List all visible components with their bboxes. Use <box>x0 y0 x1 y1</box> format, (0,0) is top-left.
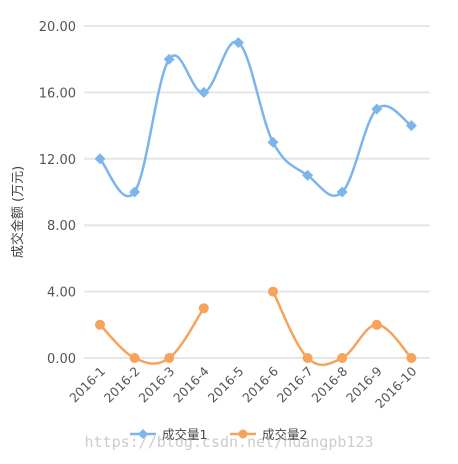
data-point[interactable] <box>371 103 383 115</box>
data-point[interactable] <box>163 53 175 65</box>
y-tick-label: 20.00 <box>39 20 76 35</box>
x-tick-label: 2016-6 <box>239 363 281 405</box>
data-point[interactable] <box>302 169 314 181</box>
legend[interactable]: 成交量1 成交量2 <box>130 427 307 442</box>
data-point[interactable] <box>268 286 278 297</box>
data-point[interactable] <box>94 153 106 165</box>
data-point[interactable] <box>129 186 141 198</box>
series-line <box>99 40 413 198</box>
legend-label: 成交量1 <box>162 427 207 442</box>
data-point[interactable] <box>337 353 348 363</box>
y-tick-label: 12.00 <box>39 153 76 168</box>
y-tick-label: 0.00 <box>47 352 76 367</box>
y-tick-label: 16.00 <box>39 86 76 101</box>
x-tick-label: 2016-3 <box>135 364 177 406</box>
series-lines <box>94 37 417 367</box>
data-point[interactable] <box>164 353 175 363</box>
data-point[interactable] <box>371 319 382 330</box>
data-point[interactable] <box>302 353 313 363</box>
legend-marker <box>138 429 148 439</box>
x-tick-label: 2016-2 <box>101 364 143 406</box>
data-point[interactable] <box>336 186 348 198</box>
data-point[interactable] <box>129 353 140 363</box>
x-axis-ticks: 2016-12016-22016-32016-42016-52016-62016… <box>66 363 419 411</box>
y-axis-ticks: 0.00 4.00 8.00 12.00 16.00 20.00 <box>39 20 76 367</box>
series-2 <box>95 286 417 367</box>
legend-marker <box>238 429 248 439</box>
y-tick-label: 8.00 <box>47 219 76 234</box>
data-point[interactable] <box>232 37 244 49</box>
x-tick-label: 2016-8 <box>308 363 350 405</box>
series-line <box>99 307 205 365</box>
x-tick-label: 2016-1 <box>66 364 108 406</box>
x-tick-label: 2016-5 <box>205 364 247 406</box>
legend-label: 成交量2 <box>262 427 307 442</box>
y-axis-label: 成交金额 (万元) <box>10 166 26 258</box>
legend-item[interactable]: 成交量1 <box>130 427 207 442</box>
data-point[interactable] <box>198 303 209 314</box>
data-point[interactable] <box>405 120 417 132</box>
y-tick-label: 4.00 <box>47 286 76 301</box>
data-point[interactable] <box>198 86 210 98</box>
data-point[interactable] <box>406 353 417 363</box>
series-1 <box>94 37 417 198</box>
x-tick-label: 2016-7 <box>274 364 316 406</box>
data-point[interactable] <box>95 319 105 330</box>
legend-item[interactable]: 成交量2 <box>230 427 307 442</box>
x-tick-label: 2016-4 <box>170 363 212 405</box>
data-point[interactable] <box>267 136 279 148</box>
